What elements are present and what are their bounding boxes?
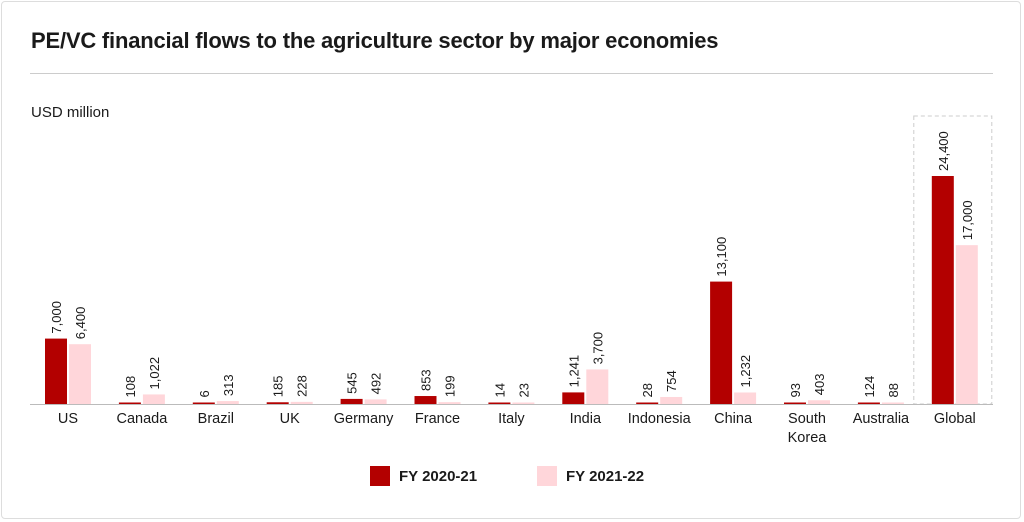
bar-brazil-1 — [216, 401, 239, 404]
x-tick-label: Canada — [117, 411, 169, 427]
bar-australia-1 — [881, 402, 904, 404]
bar-india-1 — [586, 369, 609, 404]
bar-france-0 — [414, 396, 437, 404]
data-label: 1,232 — [738, 355, 753, 388]
bar-uk-1 — [290, 401, 313, 404]
title-divider — [30, 73, 993, 74]
bar-china-0 — [710, 281, 733, 404]
data-label: 853 — [419, 369, 434, 391]
chart-title: PE/VC financial flows to the agriculture… — [31, 28, 719, 53]
data-label: 1,022 — [147, 357, 162, 390]
y-axis-label: USD million — [31, 104, 110, 121]
data-label: 7,000 — [49, 301, 64, 334]
data-label: 185 — [271, 376, 286, 398]
data-label: 313 — [221, 374, 236, 396]
legend-swatch — [537, 466, 557, 486]
data-label: 124 — [862, 376, 877, 398]
legend-swatch — [370, 466, 390, 486]
bar-germany-1 — [364, 399, 387, 404]
x-tick-label: India — [570, 411, 602, 427]
bar-italy-0 — [488, 402, 511, 404]
data-label: 199 — [443, 375, 458, 397]
x-tick-label: US — [58, 411, 78, 427]
data-label: 403 — [812, 374, 827, 396]
legend-label: FY 2020-21 — [399, 467, 478, 485]
bar-south-korea-0 — [784, 402, 806, 404]
x-tick-label: Germany — [334, 411, 394, 427]
data-label: 492 — [369, 373, 384, 395]
x-tick-label: South — [788, 411, 826, 427]
data-label: 108 — [123, 376, 138, 398]
bar-canada-0 — [118, 402, 141, 404]
data-label: 28 — [640, 383, 655, 397]
data-label: 545 — [345, 372, 360, 394]
data-label: 228 — [295, 375, 310, 397]
data-label: 3,700 — [590, 332, 605, 365]
highlight-box — [913, 115, 993, 405]
data-label: 6 — [197, 390, 212, 397]
data-label: 6,400 — [73, 307, 88, 340]
x-tick-label: Italy — [498, 411, 525, 427]
bar-south-korea-1 — [808, 400, 830, 404]
legend-label: FY 2021-22 — [566, 467, 645, 485]
bar-australia-0 — [857, 402, 880, 404]
data-label: 754 — [664, 370, 679, 392]
legend-item-fy2021-22: FY 2021-22 — [537, 466, 644, 486]
data-label: 14 — [492, 383, 507, 397]
bar-canada-1 — [142, 394, 165, 404]
bar-indonesia-0 — [636, 402, 659, 404]
bar-uk-0 — [266, 402, 289, 404]
x-tick-label: France — [415, 411, 460, 427]
x-tick-label: Korea — [788, 430, 828, 446]
bar-france-1 — [438, 402, 461, 404]
x-tick-label: Global — [934, 411, 976, 427]
data-label: 23 — [516, 383, 531, 397]
bar-global-0 — [931, 176, 954, 404]
data-label: 13,100 — [714, 237, 729, 277]
x-tick-label: China — [714, 411, 753, 427]
bar-italy-1 — [512, 402, 535, 404]
bar-germany-0 — [340, 398, 363, 404]
bar-global-1 — [955, 245, 978, 404]
x-tick-label: Indonesia — [628, 411, 692, 427]
bar-india-0 — [562, 392, 585, 404]
bar-us-1 — [69, 344, 91, 404]
data-label: 88 — [886, 383, 901, 397]
bar-us-0 — [45, 338, 67, 404]
bar-indonesia-1 — [660, 396, 683, 404]
x-tick-label: UK — [280, 411, 300, 427]
data-label: 1,241 — [566, 355, 581, 388]
data-label: 17,000 — [960, 200, 975, 240]
bar-china-1 — [734, 392, 757, 404]
data-label: 93 — [788, 383, 803, 397]
bar-brazil-0 — [192, 402, 215, 404]
x-tick-label: Australia — [853, 411, 910, 427]
x-tick-label: Brazil — [198, 411, 234, 427]
data-label: 24,400 — [936, 131, 951, 171]
legend-item-fy2020-21: FY 2020-21 — [370, 466, 477, 486]
